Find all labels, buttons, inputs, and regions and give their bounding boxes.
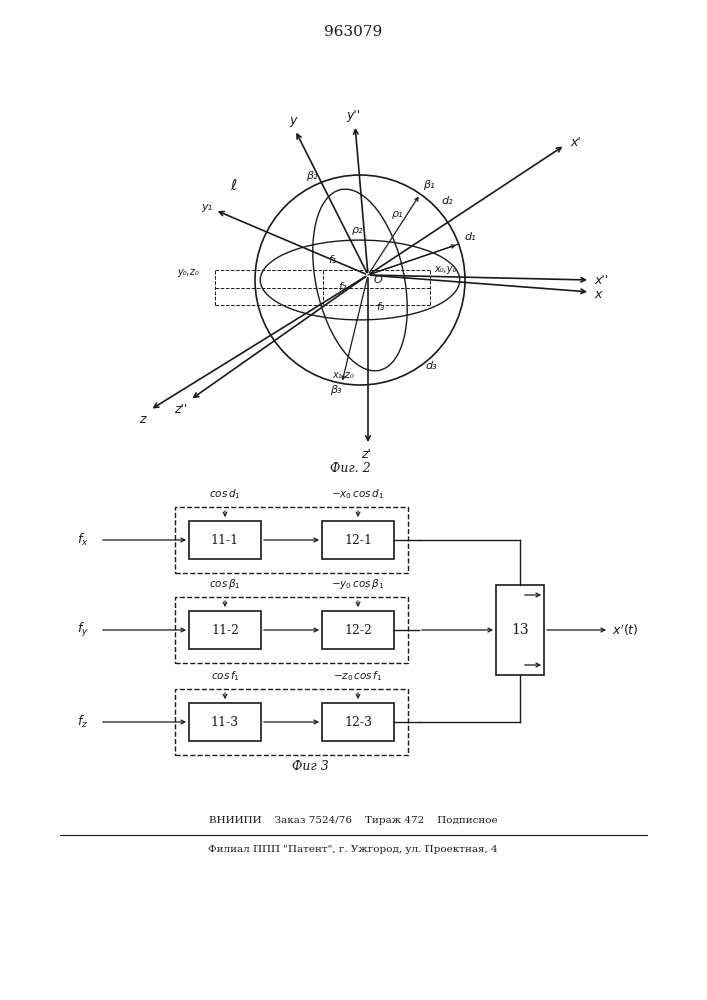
Text: x': x' (570, 135, 580, 148)
Text: y₁: y₁ (201, 202, 212, 212)
Text: x'': x'' (594, 273, 608, 286)
Text: ℓ: ℓ (230, 178, 236, 193)
Text: $cos\,d_1$: $cos\,d_1$ (209, 487, 241, 501)
Text: $-x_0\,cos\,d_1$: $-x_0\,cos\,d_1$ (332, 487, 385, 501)
Bar (189, 703, 261, 741)
Text: ρ₁: ρ₁ (392, 209, 403, 219)
Bar (175, 597, 408, 663)
Text: ρ₂: ρ₂ (352, 225, 363, 235)
Bar (189, 611, 261, 649)
Text: β₃: β₃ (329, 385, 341, 395)
Text: f₁: f₁ (328, 255, 337, 265)
Text: f₂: f₂ (338, 282, 346, 292)
Text: $cos\,f_1$: $cos\,f_1$ (211, 669, 240, 683)
Text: 12-1: 12-1 (344, 534, 372, 546)
Text: O: O (374, 275, 382, 285)
Text: y'': y'' (346, 109, 360, 122)
Bar (175, 507, 408, 573)
Text: x: x (594, 288, 602, 300)
Bar (322, 703, 394, 741)
Text: $f_z$: $f_z$ (78, 714, 88, 730)
Text: 13: 13 (511, 623, 529, 637)
Text: $f_x$: $f_x$ (77, 532, 89, 548)
Text: f₃: f₃ (376, 302, 385, 312)
Bar (175, 689, 408, 755)
Text: 11-3: 11-3 (211, 716, 239, 728)
Bar (189, 521, 261, 559)
Text: 11-2: 11-2 (211, 624, 239, 637)
Text: $f_y$: $f_y$ (77, 621, 89, 639)
Text: d₃: d₃ (425, 361, 437, 371)
Text: 963079: 963079 (324, 25, 382, 39)
Text: x₁,z₀: x₁,z₀ (332, 370, 354, 380)
Text: $x'(t)$: $x'(t)$ (612, 622, 638, 638)
Bar (496, 585, 544, 675)
Text: y₀,z₀: y₀,z₀ (177, 267, 199, 277)
Text: y: y (289, 114, 297, 127)
Text: d₁: d₁ (464, 232, 477, 242)
Text: 12-3: 12-3 (344, 716, 372, 728)
Text: β₂: β₂ (306, 171, 317, 181)
Text: 12-2: 12-2 (344, 624, 372, 637)
Text: ВНИИПИ    Заказ 7524/76    Тираж 472    Подписное: ВНИИПИ Заказ 7524/76 Тираж 472 Подписное (209, 816, 497, 825)
Text: $cos\,\beta_1$: $cos\,\beta_1$ (209, 577, 241, 591)
Text: z'': z'' (174, 403, 187, 416)
Text: Филиал ППП "Патент", г. Ужгород, ул. Проектная, 4: Филиал ППП "Патент", г. Ужгород, ул. Про… (208, 845, 498, 854)
Bar (322, 521, 394, 559)
Text: $-z_0\,cos\,f_1$: $-z_0\,cos\,f_1$ (333, 669, 382, 683)
Text: Фиг. 2: Фиг. 2 (329, 462, 370, 475)
Text: β₁: β₁ (423, 180, 435, 190)
Text: z: z (139, 413, 146, 426)
Text: Фиг 3: Фиг 3 (291, 760, 328, 773)
Text: z': z' (361, 448, 371, 461)
Text: $-y_0\,cos\,\beta_1$: $-y_0\,cos\,\beta_1$ (332, 577, 385, 591)
Text: d₂: d₂ (441, 196, 452, 206)
Bar (322, 611, 394, 649)
Text: x₀,y₀: x₀,y₀ (434, 264, 457, 274)
Text: 11-1: 11-1 (211, 534, 239, 546)
